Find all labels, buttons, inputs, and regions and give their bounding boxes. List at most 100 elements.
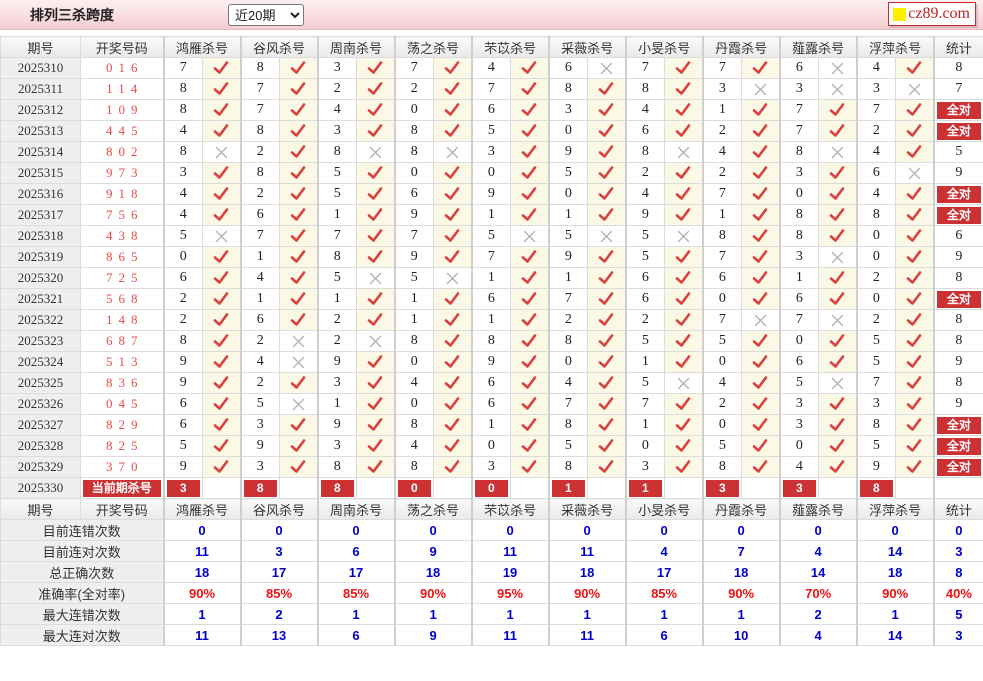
cross-icon xyxy=(292,356,304,369)
summary-value: 18 xyxy=(701,561,781,583)
check-icon xyxy=(907,187,922,201)
hit-mark-cell xyxy=(818,414,858,436)
kill-number-cell: 2 xyxy=(239,183,281,205)
summary-value: 13 xyxy=(239,624,319,646)
hit-mark-cell xyxy=(201,456,242,478)
summary-value: 7 xyxy=(701,540,781,562)
kill-number-cell: 3 xyxy=(624,456,666,478)
table-row: 2025321 568 2 1 1 1 6 7 6 0 6 0 全对 xyxy=(0,288,983,310)
kill-number-cell: 5 xyxy=(701,435,743,457)
hit-mark-cell xyxy=(201,78,242,100)
period-cell: 2025315 xyxy=(0,162,81,184)
allhit-badge: 全对 xyxy=(936,101,982,119)
check-icon xyxy=(599,376,614,390)
period-cell: 2025318 xyxy=(0,225,81,247)
kill-number-cell: 4 xyxy=(855,57,897,79)
check-icon xyxy=(367,82,383,96)
hit-mark-cell xyxy=(356,330,396,352)
expert-header-2: 谷风杀号 xyxy=(239,498,319,520)
hit-mark-cell xyxy=(664,162,704,184)
kill-number-cell: 6 xyxy=(239,204,281,226)
hit-mark-cell xyxy=(510,393,550,415)
hit-mark-cell xyxy=(741,57,781,79)
kill-number-cell: 8 xyxy=(701,456,743,478)
expert-header-10: 浮萍杀号 xyxy=(855,498,935,520)
kill-number-cell: 3 xyxy=(239,414,281,436)
check-icon xyxy=(367,355,383,369)
kill-number-cell: 9 xyxy=(470,351,512,373)
hit-mark-cell xyxy=(741,246,781,268)
kill-number-cell: 2 xyxy=(162,288,203,310)
table-row: 2025312 109 8 7 4 0 6 3 4 1 7 7 全对 xyxy=(0,99,983,121)
range-select[interactable]: 近20期 xyxy=(228,4,304,26)
hit-mark-cell xyxy=(895,309,935,331)
hit-mark-cell xyxy=(664,456,704,478)
check-icon xyxy=(599,250,614,264)
summary-value: 0 xyxy=(316,519,396,541)
hit-mark-cell xyxy=(741,372,781,394)
kill-number-cell: 4 xyxy=(239,351,281,373)
hit-mark-cell xyxy=(895,435,935,457)
hit-mark-cell xyxy=(818,330,858,352)
check-icon xyxy=(676,82,691,96)
hit-mark-cell xyxy=(741,309,781,331)
expert-header-5: 芣苡杀号 xyxy=(470,36,550,58)
draw-numbers: 438 xyxy=(80,225,164,247)
hit-mark-cell xyxy=(433,57,473,79)
kill-number-cell: 5 xyxy=(547,225,589,247)
expert-header-4: 荡之杀号 xyxy=(393,498,473,520)
site-logo[interactable]: cz89.com xyxy=(888,2,976,26)
summary-total: 3 xyxy=(932,540,983,562)
allhit-badge: 全对 xyxy=(936,122,982,140)
table-row: 2025310 016 7 8 3 7 4 6 7 7 6 4 8 xyxy=(0,57,983,79)
summary-value: 0 xyxy=(701,519,781,541)
table-row: 2025320 725 6 4 5 5 1 1 6 6 1 2 8 xyxy=(0,267,983,289)
current-period-row: 2025330 当前期杀号 3 8 8 0 0 1 1 3 3 8 xyxy=(0,477,983,499)
hit-mark-cell xyxy=(510,351,550,373)
stat-cell: 8 xyxy=(932,309,983,331)
hit-mark-cell xyxy=(741,330,781,352)
draw-numbers: 114 xyxy=(80,78,164,100)
summary-row: 总正确次数 18 17 17 18 19 18 17 18 14 18 8 xyxy=(0,561,983,583)
current-kill-number-cell: 3 xyxy=(778,477,820,499)
stat-cell: 9 xyxy=(932,162,983,184)
check-icon xyxy=(676,187,691,201)
check-icon xyxy=(444,250,460,264)
check-icon xyxy=(367,418,383,432)
stat-header: 统计 xyxy=(932,36,983,58)
hit-mark-cell xyxy=(201,141,242,163)
cross-icon xyxy=(292,398,304,411)
check-icon xyxy=(522,61,537,75)
expert-header-3: 周南杀号 xyxy=(316,36,396,58)
kill-number-cell: 0 xyxy=(778,330,820,352)
stat-cell: 全对 xyxy=(932,456,983,478)
kill-number-cell: 9 xyxy=(239,435,281,457)
kill-number-cell: 8 xyxy=(316,141,358,163)
draw-numbers: 687 xyxy=(80,330,164,352)
hit-mark-cell xyxy=(818,162,858,184)
kill-number-cell: 3 xyxy=(316,372,358,394)
check-icon xyxy=(290,460,306,474)
check-icon xyxy=(753,61,768,75)
current-kill-number-cell: 1 xyxy=(624,477,666,499)
kill-number-cell: 0 xyxy=(470,162,512,184)
hit-mark-cell xyxy=(741,225,781,247)
hit-mark-cell xyxy=(818,99,858,121)
hit-mark-cell xyxy=(433,372,473,394)
check-icon xyxy=(213,187,229,201)
summary-label: 最大连对次数 xyxy=(0,624,164,646)
kill-number-cell: 9 xyxy=(162,372,203,394)
kill-number-cell: 1 xyxy=(547,267,589,289)
summary-value: 4 xyxy=(778,624,858,646)
hit-mark-cell xyxy=(433,204,473,226)
kill-number-cell: 2 xyxy=(239,141,281,163)
hit-mark-cell xyxy=(433,456,473,478)
hit-mark-cell xyxy=(201,372,242,394)
hit-mark-cell xyxy=(895,162,935,184)
stat-cell: 9 xyxy=(932,351,983,373)
kill-number-cell: 8 xyxy=(393,414,435,436)
cross-icon xyxy=(908,167,921,180)
hit-mark-cell xyxy=(433,414,473,436)
check-icon xyxy=(907,250,922,264)
check-icon xyxy=(907,271,922,285)
